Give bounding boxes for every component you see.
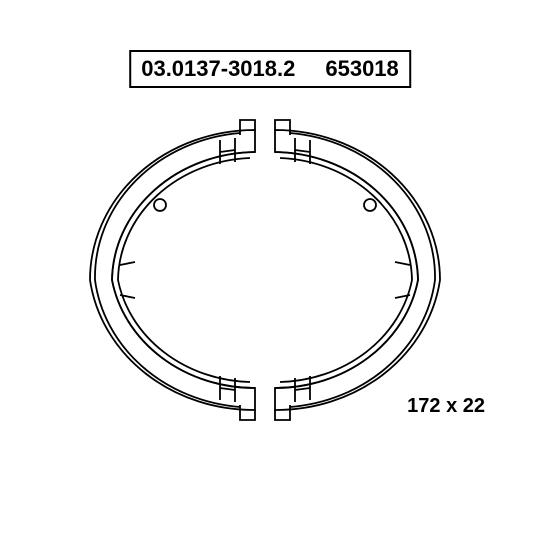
part-code: 653018	[325, 56, 398, 82]
part-header-bar: 03.0137-3018.2 653018	[129, 50, 411, 88]
brake-shoe-right	[275, 120, 440, 420]
brake-shoes-diagram	[60, 110, 470, 430]
brake-shoe-left	[90, 120, 255, 420]
part-number: 03.0137-3018.2	[141, 56, 295, 82]
